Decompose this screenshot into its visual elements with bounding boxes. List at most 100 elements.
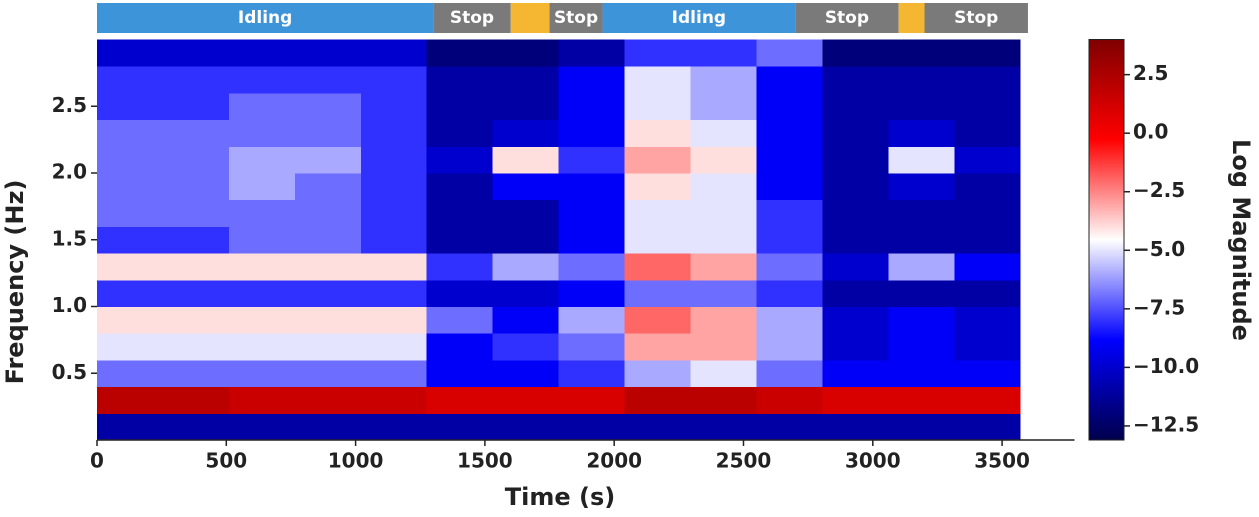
heatmap-cell — [822, 92, 889, 121]
heatmap-cell — [492, 279, 560, 307]
heatmap-cell — [888, 333, 955, 361]
heatmap-cell — [426, 279, 494, 307]
heatmap-cell — [426, 199, 494, 227]
heatmap-cell — [97, 39, 164, 67]
heatmap-cell — [360, 386, 428, 414]
heatmap-cell — [294, 413, 362, 441]
heatmap-cell — [97, 226, 164, 254]
heatmap-cell — [426, 306, 494, 334]
heatmap-cell — [690, 66, 757, 94]
x-tick-label: 2500 — [716, 449, 772, 473]
x-tick-label: 2000 — [586, 449, 642, 473]
heatmap-cell — [492, 146, 560, 174]
heatmap-cell — [822, 253, 889, 281]
x-tick-label: 1500 — [457, 449, 513, 473]
heatmap-cell — [624, 413, 691, 441]
heatmap-cell — [822, 146, 889, 174]
state-label: Idling — [672, 8, 726, 28]
heatmap-cell — [822, 199, 889, 227]
heatmap-cell — [558, 226, 626, 254]
heatmap-cell — [97, 413, 164, 441]
heatmap-cell — [97, 333, 164, 361]
heatmap-cell — [228, 199, 296, 227]
heatmap-cell — [360, 146, 428, 174]
heatmap-cell — [954, 306, 1021, 334]
heatmap-cell — [888, 66, 955, 94]
heatmap-cell — [360, 333, 428, 361]
heatmap-cell — [228, 413, 296, 441]
heatmap-cell — [888, 413, 955, 441]
heatmap-cell — [228, 279, 296, 307]
heatmap-cell — [228, 359, 296, 388]
heatmap-cell — [97, 359, 164, 388]
heatmap-cell — [97, 253, 164, 281]
heatmap-cell — [624, 173, 691, 201]
heatmap-cell — [162, 306, 230, 334]
heatmap-cell — [888, 146, 955, 174]
heatmap-cell — [97, 92, 164, 121]
heatmap-cell — [888, 279, 955, 307]
heatmap-cell — [756, 413, 823, 441]
heatmap-cell — [228, 173, 296, 201]
heatmap-cell — [624, 359, 691, 388]
heatmap-cell — [228, 386, 296, 414]
state-label: Stop — [825, 8, 869, 28]
heatmap-cell — [426, 253, 494, 281]
heatmap-cell — [756, 333, 823, 361]
heatmap-cell — [294, 279, 362, 307]
heatmap-cell — [624, 279, 691, 307]
heatmap-cell — [426, 66, 494, 94]
heatmap-cell — [954, 359, 1021, 388]
heatmap-cell — [954, 333, 1021, 361]
heatmap-cell — [624, 386, 691, 414]
colorbar-tick-label: −5.0 — [1133, 237, 1185, 261]
heatmap-cell — [492, 386, 560, 414]
heatmap-cell — [624, 226, 691, 254]
heatmap-cell — [690, 359, 757, 388]
heatmap-cell — [558, 173, 626, 201]
heatmap-cell — [360, 92, 428, 121]
heatmap-cell — [228, 333, 296, 361]
heatmap-cell — [162, 413, 230, 441]
heatmap-cell — [162, 92, 230, 121]
heatmap-cell — [360, 226, 428, 254]
state-label: Stop — [450, 8, 494, 28]
heatmap-cell — [294, 306, 362, 334]
heatmap-cell — [97, 199, 164, 227]
heatmap-cell — [228, 253, 296, 281]
heatmap-cell — [360, 173, 428, 201]
heatmap-cell — [492, 199, 560, 227]
heatmap-cell — [954, 226, 1021, 254]
heatmap-cell — [492, 333, 560, 361]
heatmap-cell — [162, 39, 230, 67]
heatmap-cell — [888, 199, 955, 227]
x-tick-label: 3000 — [845, 449, 901, 473]
heatmap-cell — [294, 333, 362, 361]
heatmap-cell — [492, 253, 560, 281]
heatmap-cell — [558, 306, 626, 334]
heatmap-cell — [690, 92, 757, 121]
heatmap-cell — [294, 39, 362, 67]
heatmap-cell — [954, 413, 1021, 441]
heatmap-cell — [360, 279, 428, 307]
heatmap-cell — [756, 199, 823, 227]
heatmap-cell — [690, 146, 757, 174]
heatmap-cell — [888, 253, 955, 281]
x-axis-label: Time (s) — [505, 483, 615, 511]
heatmap-cell — [624, 39, 691, 67]
heatmap-cell — [228, 146, 296, 174]
heatmap-cell — [360, 199, 428, 227]
heatmap-cell — [360, 306, 428, 334]
heatmap-cell — [492, 92, 560, 121]
heatmap-cell — [360, 66, 428, 94]
state-segment — [510, 3, 550, 33]
heatmap-cell — [954, 66, 1021, 94]
heatmap-cell — [162, 66, 230, 94]
heatmap-cell — [756, 279, 823, 307]
heatmap-cell — [294, 66, 362, 94]
heatmap-cell — [690, 386, 757, 414]
y-tick-label: 1.5 — [52, 226, 87, 250]
heatmap-cell — [492, 359, 560, 388]
state-label: Stop — [554, 8, 598, 28]
heatmap-cell — [822, 226, 889, 254]
